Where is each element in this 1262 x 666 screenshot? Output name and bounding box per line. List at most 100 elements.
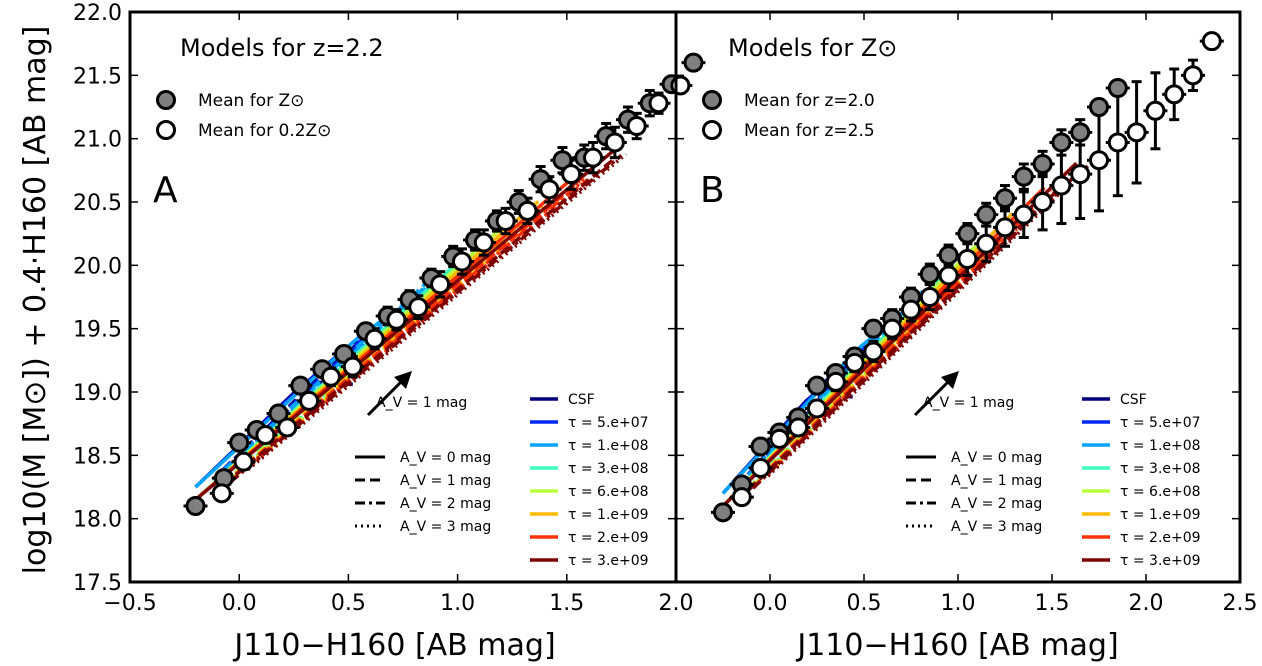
data-point [451,251,472,272]
panel-b-title: Models for Z⊙ [728,34,897,62]
x-tick-label: 2.0 [659,591,694,616]
data-point [882,318,903,339]
model-legend-label: τ = 3.e+09 [1120,553,1201,569]
data-point [342,356,363,377]
data-point [561,164,582,185]
model-legend-label: τ = 6.e+08 [568,484,649,500]
legend-label: Mean for z=2.5 [744,121,875,141]
legend-label: Mean for Z⊙ [198,91,304,111]
data-point [919,287,940,307]
data-point [670,75,691,96]
reddening-arrow [366,379,404,417]
data-point [807,375,827,396]
y-tick-label: 22.0 [73,1,122,26]
data-point [1145,100,1166,121]
panel-a-model-legend: CSF τ = 5.e+07 τ = 1.e+08 τ = 3.e+08 τ = 6.e… [530,392,649,569]
data-point [1107,78,1128,98]
data-point [552,150,573,171]
panel-a-title: Models for z=2.2 [180,34,384,62]
panel-a-model-tracks [194,149,627,502]
data-point [1013,166,1034,187]
data-point [299,390,320,411]
legend-marker [156,90,176,110]
data-point [255,425,276,446]
model-legend-label: τ = 6.e+08 [1120,484,1201,500]
panel-a-linestyle-legend: A_V = 0 mag A_V = 1 mag A_V = 2 mag A_V = 3… [355,450,491,535]
data-point [957,223,978,244]
data-point [683,52,704,73]
y-axis-label: log10(M [M⊙]) + 0.4·H160 [AB mag] [18,26,53,575]
data-point [268,403,289,424]
x-tick-label: 0.5 [331,591,366,616]
model-legend-label: τ = 1.e+08 [1120,438,1201,454]
data-point [1032,154,1053,174]
data-point [919,264,940,285]
panel-a-x-axis-label: J110−H160 [AB mag] [232,628,555,663]
reddening-arrow [913,379,951,417]
panel-b-legend-points: Mean for z=2.0 Mean for z=2.5 [702,90,875,141]
data-point [1051,132,1072,153]
data-point [825,371,846,392]
y-tick-label: 19.5 [73,318,122,343]
data-point [185,496,206,516]
data-point [750,458,771,478]
x-tick-label: 0.0 [222,591,257,616]
panel-a-x-ticks: −0.5 0.0 0.5 1.0 1.5 2.0 [103,11,694,616]
data-point [233,451,254,472]
model-legend-label: τ = 5.e+07 [568,415,649,431]
data-point [901,299,921,320]
reddening-arrowhead [941,371,959,389]
reddening-label: A_V = 1 mag [923,395,1014,411]
data-point [1070,164,1091,185]
data-point [844,352,865,373]
linestyle-label: A_V = 1 mag [400,473,491,489]
data-point [1201,31,1222,52]
y-tick-label: 20.0 [73,254,122,279]
data-point [495,211,516,231]
data-point [1089,97,1109,117]
y-tick-label: 21.5 [73,64,122,89]
model-track [766,269,962,474]
model-legend-label: τ = 1.e+09 [1120,507,1201,523]
legend-marker [156,120,176,140]
data-point [539,179,560,200]
data-point [473,232,494,253]
model-legend-label: τ = 2.e+09 [568,530,649,546]
data-point [976,233,997,254]
x-tick-label: 1.0 [941,591,976,616]
y-tick-label: 19.0 [73,381,122,406]
data-point [1070,122,1091,143]
data-point [938,265,959,286]
data-point [995,217,1015,238]
panel-a-legend-points: Mean for Z⊙ Mean for 0.2Z⊙ [156,90,331,141]
x-tick-label: 1.5 [1035,591,1070,616]
data-point [626,116,647,136]
linestyle-label: A_V = 3 mag [951,519,1042,535]
panel-b-points [713,31,1222,523]
panel-a-letter: A [153,170,178,211]
data-point [517,200,538,221]
data-point [290,375,311,396]
linestyle-label: A_V = 0 mag [400,450,491,466]
model-legend-label: τ = 3.e+08 [568,461,649,477]
linestyle-label: A_V = 0 mag [951,450,1042,466]
data-point [807,398,827,419]
data-point [1126,122,1147,143]
data-point [604,132,625,153]
linestyle-label: A_V = 2 mag [951,496,1042,512]
model-legend-label: τ = 3.e+09 [568,553,649,569]
legend-marker [702,90,722,110]
model-legend-label: τ = 1.e+09 [568,507,649,523]
data-point [713,502,733,523]
x-tick-label: 1.0 [440,591,475,616]
data-point [788,417,809,438]
panel-a: −0.5 0.0 0.5 1.0 1.5 2.0 17.5 18.0 18.5 19.0 19.5… [73,1,706,663]
model-track [766,164,1089,478]
x-tick-label: 2.5 [1223,591,1258,616]
x-tick-label: 0.0 [753,591,788,616]
data-point [211,483,232,504]
data-point [408,297,429,318]
panel-b-letter: B [700,170,725,211]
data-point [1032,192,1053,212]
